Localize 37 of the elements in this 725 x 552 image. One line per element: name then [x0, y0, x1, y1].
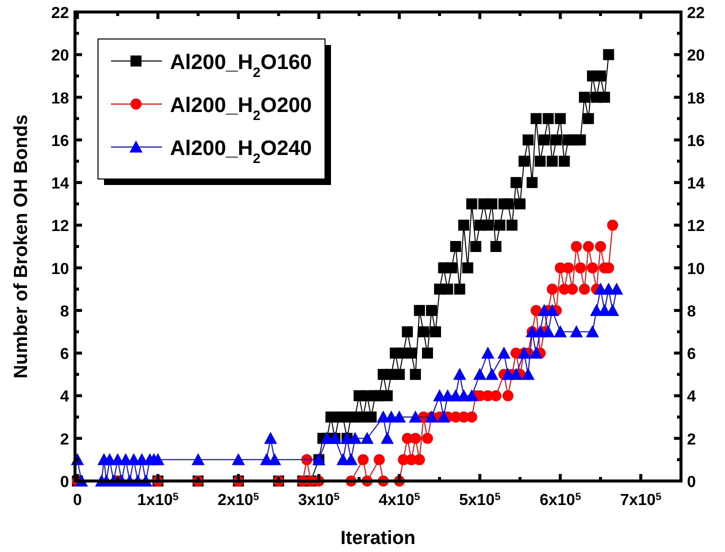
- legend-label: Al200_H$_{2}$O200: [170, 94, 312, 122]
- x-tick-label: 6x10$^{5}$: [540, 492, 582, 509]
- y2-tick-label: 22: [687, 5, 705, 22]
- x-tick-label: 1x10$^{5}$: [137, 492, 179, 509]
- y2-tick-label: 6: [687, 346, 696, 364]
- y-tick-label: 10: [51, 260, 70, 278]
- y-tick-label: 4: [60, 388, 70, 406]
- y-axis-title: Number of Broken OH Bonds: [11, 114, 32, 378]
- y2-tick-label: 14: [687, 176, 705, 193]
- x-tick-label: 3x10$^{5}$: [298, 492, 340, 509]
- y2-tick-label: 10: [687, 260, 705, 278]
- y-tick-label: 6: [60, 346, 70, 364]
- x-tick-label: 7x10$^{5}$: [620, 492, 662, 509]
- y2-tick-label: 0: [687, 474, 696, 491]
- x-tick-label: 4x10$^{5}$: [378, 492, 420, 509]
- x-tick-label: 2x10$^{5}$: [218, 492, 260, 509]
- x-tick-label: 0: [72, 492, 82, 509]
- y2-tick-label: 16: [687, 132, 705, 150]
- y2-tick-label: 2: [687, 431, 696, 448]
- y-tick-label: 8: [60, 303, 70, 320]
- x-tick-label: 5x10$^{5}$: [459, 492, 501, 509]
- legend-label: Al200_H$_{2}$O160: [170, 51, 312, 80]
- y-tick-label: 20: [51, 48, 70, 65]
- y-tick-label: 14: [51, 176, 70, 193]
- x-axis-title: Iteration: [340, 528, 416, 549]
- y-tick-label: 0: [60, 474, 70, 491]
- y2-tick-label: 8: [687, 303, 696, 320]
- y-tick-label: 2: [60, 431, 70, 448]
- y-tick-label: 12: [51, 218, 70, 236]
- y2-tick-label: 20: [687, 48, 705, 65]
- y-tick-label: 16: [51, 132, 70, 150]
- y2-tick-label: 4: [687, 388, 696, 406]
- y-tick-label: 18: [51, 90, 70, 108]
- y2-tick-label: 18: [687, 90, 705, 108]
- legend-label: Al200_H$_{2}$O240: [170, 137, 312, 166]
- y-tick-label: 22: [51, 5, 70, 22]
- y2-tick-label: 12: [687, 218, 705, 236]
